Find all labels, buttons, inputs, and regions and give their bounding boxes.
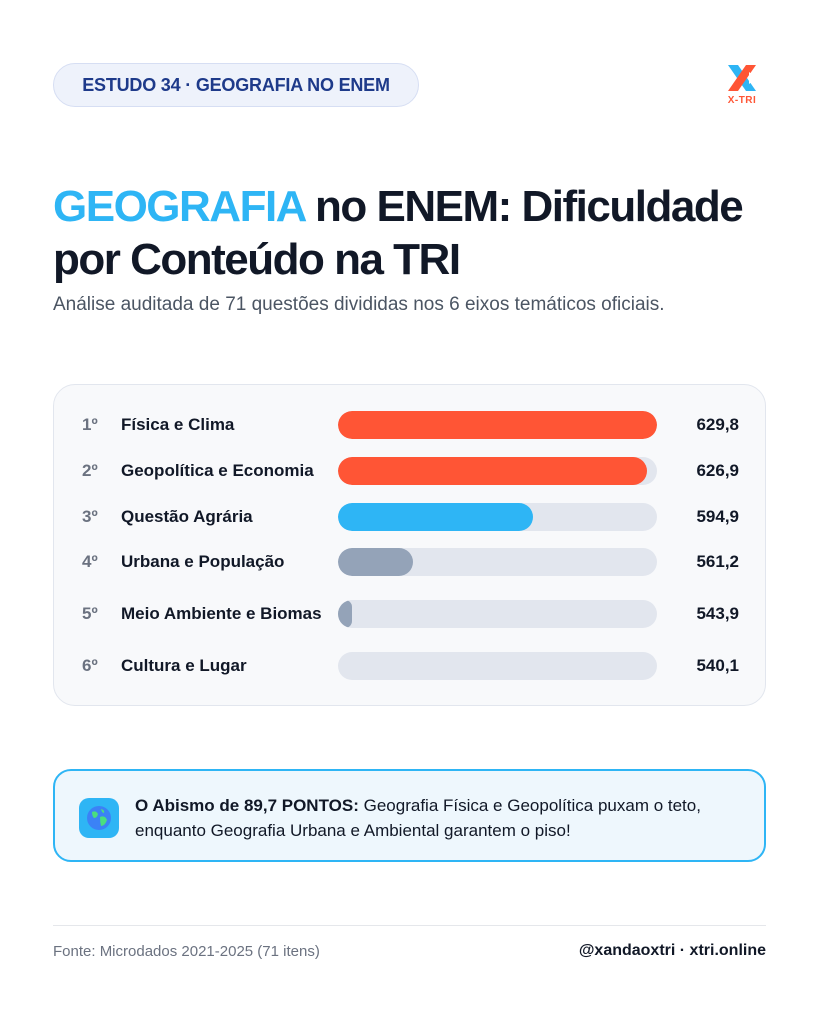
bar xyxy=(338,457,647,485)
category-label: Geopolítica e Economia xyxy=(121,461,314,480)
source-note: Fonte: Microdados 2021-2025 (71 itens) xyxy=(53,943,320,960)
value-label: 561,2 xyxy=(696,552,739,571)
category-label: Física e Clima xyxy=(121,415,235,434)
x-logo-icon xyxy=(728,65,757,91)
bar-track xyxy=(338,503,657,531)
bar xyxy=(338,411,657,439)
value-label: 543,9 xyxy=(696,604,739,623)
footer-divider xyxy=(53,925,766,926)
logo-text: X-TRI xyxy=(727,95,757,106)
globe-icon xyxy=(79,798,119,838)
rank-label: 3º xyxy=(82,507,98,526)
category-label: Urbana e População xyxy=(121,552,285,571)
category-label: Meio Ambiente e Biomas xyxy=(121,604,322,623)
rank-label: 4º xyxy=(82,552,98,571)
ranking-chart-card: 1º Física e Clima 629,8 2º Geopolítica e Eco… xyxy=(53,384,766,706)
title-line1-rest: no ENEM: Dificuldade xyxy=(304,182,744,231)
category-label: Cultura e Lugar xyxy=(121,656,247,675)
value-label: 629,8 xyxy=(696,415,739,434)
study-badge: ESTUDO 34 · GEOGRAFIA NO ENEM xyxy=(53,63,419,107)
chart-row: 6º Cultura e Lugar 540,1 xyxy=(54,649,767,683)
study-badge-label: ESTUDO 34 · GEOGRAFIA NO ENEM xyxy=(82,74,390,95)
callout-text: O Abismo de 89,7 PONTOS: Geografia Físic… xyxy=(135,793,750,843)
chart-row: 1º Física e Clima 629,8 xyxy=(54,408,767,442)
callout-bold: O Abismo de 89,7 PONTOS: xyxy=(135,796,359,815)
value-label: 626,9 xyxy=(696,461,739,480)
bar-track xyxy=(338,548,657,576)
rank-label: 2º xyxy=(82,461,98,480)
chart-row: 4º Urbana e População 561,2 xyxy=(54,545,767,579)
chart-row: 3º Questão Agrária 594,9 xyxy=(54,500,767,534)
chart-row: 2º Geopolítica e Economia 626,9 xyxy=(54,454,767,488)
social-handle: @xandaoxtri · xtri.online xyxy=(578,942,766,959)
value-label: 540,1 xyxy=(696,656,739,675)
title-line2: por Conteúdo na TRI xyxy=(53,235,461,284)
page-subtitle: Análise auditada de 71 questões dividida… xyxy=(53,294,665,315)
callout-body: Geografia Física e Geopolítica puxam o t… xyxy=(135,796,701,840)
bar-track xyxy=(338,411,657,439)
xtri-logo: X-TRI xyxy=(722,61,762,111)
bar xyxy=(338,548,414,576)
rank-label: 6º xyxy=(82,656,98,675)
value-label: 594,9 xyxy=(696,507,739,526)
category-label: Questão Agrária xyxy=(121,507,253,526)
rank-label: 1º xyxy=(82,415,98,434)
title-accent: GEOGRAFIA xyxy=(53,182,306,231)
rank-label: 5º xyxy=(82,604,98,623)
insight-callout: O Abismo de 89,7 PONTOS: Geografia Físic… xyxy=(53,769,766,862)
bar-track xyxy=(338,457,657,485)
bar-track xyxy=(338,600,657,628)
chart-row: 5º Meio Ambiente e Biomas 543,9 xyxy=(54,597,767,631)
bar xyxy=(338,600,352,628)
bar xyxy=(338,503,533,531)
page-title: GEOGRAFIA no ENEM: Dificuldade por Conte… xyxy=(53,180,773,286)
bar-track xyxy=(338,652,657,680)
